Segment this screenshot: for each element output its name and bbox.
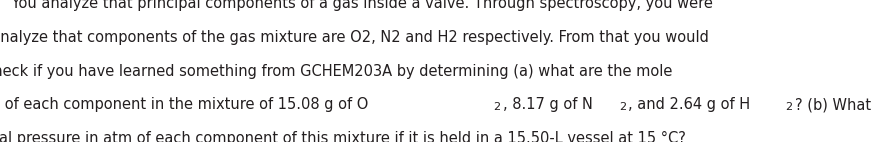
Text: ? (b) What is: ? (b) What is — [794, 97, 875, 112]
Text: 2: 2 — [786, 102, 793, 112]
Text: You analyze that principal components of a gas inside a valve. Through spectrosc: You analyze that principal components of… — [7, 0, 713, 11]
Text: , and 2.64 g of H: , and 2.64 g of H — [628, 97, 750, 112]
Text: fractions of each component in the mixture of 15.08 g of O: fractions of each component in the mixtu… — [0, 97, 368, 112]
Text: like to check if you have learned something from GCHEM203A by determining (a) wh: like to check if you have learned someth… — [0, 64, 672, 79]
Text: able to analyze that components of the gas mixture are O2, N2 and H2 respectivel: able to analyze that components of the g… — [0, 30, 709, 45]
Text: 2: 2 — [493, 102, 500, 112]
Text: 2: 2 — [619, 102, 626, 112]
Text: the partial pressure in atm of each component of this mixture if it is held in a: the partial pressure in atm of each comp… — [0, 131, 685, 142]
Text: , 8.17 g of N: , 8.17 g of N — [503, 97, 592, 112]
